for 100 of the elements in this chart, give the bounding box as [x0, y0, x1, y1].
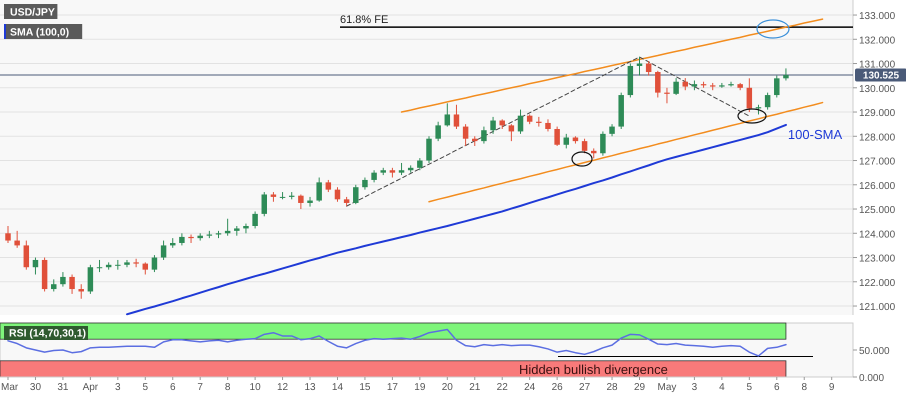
candlestick — [564, 133, 570, 149]
candlestick — [371, 170, 377, 183]
candlestick — [398, 162, 404, 176]
candlestick — [426, 136, 432, 164]
candlestick — [746, 78, 752, 113]
candlestick — [472, 136, 478, 146]
candlestick — [444, 102, 450, 128]
candlestick — [536, 116, 542, 128]
ref-line-label: 130.525 — [862, 70, 900, 82]
candlestick — [316, 177, 322, 202]
candlestick — [179, 232, 185, 246]
candlestick — [508, 124, 514, 142]
x-tick-label: 6 — [170, 382, 176, 393]
x-tick-label: 27 — [579, 382, 591, 393]
annotation: USD/JPY — [10, 6, 55, 18]
x-tick-label: 15 — [359, 382, 371, 393]
y-tick-label: 128.000 — [859, 132, 896, 144]
candlestick — [152, 254, 158, 273]
candlestick — [51, 278, 57, 292]
candlestick — [600, 130, 606, 156]
candlestick — [526, 114, 532, 125]
candlestick — [774, 75, 780, 98]
candlestick — [590, 148, 596, 159]
line-series — [126, 124, 787, 316]
y-tick-label: 131.000 — [859, 60, 896, 71]
candlestick — [664, 87, 670, 104]
candlestick — [518, 109, 524, 134]
candlestick — [115, 259, 121, 270]
ref-line-label: 61.8% FE — [340, 14, 388, 26]
x-tick-label: May — [658, 382, 676, 393]
candlestick — [32, 257, 38, 276]
candlestick — [609, 124, 615, 137]
x-tick-label: 3 — [115, 382, 122, 393]
candlestick — [582, 138, 588, 154]
x-tick-label: 10 — [250, 382, 262, 393]
candlestick — [280, 192, 286, 200]
x-tick-label: 20 — [442, 382, 454, 393]
y-tick-label: 132.000 — [859, 35, 896, 46]
candlestick — [764, 92, 770, 110]
candlestick — [344, 196, 350, 207]
candlestick — [270, 192, 276, 202]
y-tick-label: 129.000 — [859, 108, 896, 120]
x-tick-label: 28 — [606, 382, 618, 393]
candlestick — [756, 104, 762, 115]
candlestick — [142, 262, 148, 276]
x-tick-label: 24 — [524, 382, 536, 393]
candlestick — [435, 121, 441, 142]
y-tick-label: 125.000 — [859, 205, 896, 216]
candlestick — [252, 210, 258, 229]
candlestick — [160, 240, 166, 260]
y-tick-label: 50.000 — [859, 346, 890, 357]
x-tick-label: 30 — [30, 382, 42, 393]
candlestick — [545, 118, 551, 132]
x-tick-label: 22 — [496, 382, 508, 393]
x-tick-label: 26 — [552, 382, 564, 393]
x-tick-label: 8 — [801, 382, 808, 393]
candlestick — [783, 68, 789, 82]
x-tick-label: 12 — [277, 382, 289, 393]
x-tick-label: 5 — [746, 382, 753, 393]
y-tick-label: 0.000 — [859, 373, 884, 384]
candlestick — [78, 284, 84, 300]
x-tick-label: 13 — [304, 382, 316, 393]
candlestick — [234, 226, 240, 236]
candlestick — [14, 230, 20, 248]
candlestick — [298, 194, 304, 210]
band-label: Hidden bullish divergence — [518, 362, 668, 377]
candlestick — [462, 124, 468, 146]
x-tick-label: 6 — [774, 382, 780, 393]
x-tick-label: 21 — [469, 382, 481, 393]
x-tick-label: 31 — [57, 382, 69, 393]
candlestick — [60, 272, 66, 288]
candlestick — [417, 158, 423, 171]
chart-title: RSI (14,70,30,1) — [9, 328, 86, 340]
candlestick — [307, 196, 313, 208]
candlestick — [262, 192, 268, 217]
candlestick — [481, 126, 487, 144]
candlestick — [673, 78, 679, 96]
candlestick — [636, 56, 642, 76]
candlestick — [69, 274, 75, 294]
candlestick — [362, 177, 368, 190]
y-tick-label: 130.000 — [859, 84, 896, 95]
candlestick — [390, 167, 396, 178]
candlestick — [353, 184, 359, 205]
x-tick-label: 3 — [692, 382, 698, 393]
candlestick — [655, 70, 661, 98]
annotation: SMA (100,0) — [10, 26, 70, 38]
x-tick-label: 17 — [386, 382, 398, 393]
candlestick — [24, 240, 30, 270]
candlestick — [692, 80, 698, 91]
x-tick-label: Mar — [1, 382, 19, 393]
y-tick-label: 122.000 — [859, 278, 896, 289]
x-tick-label: 29 — [634, 382, 646, 393]
candlestick — [96, 259, 102, 273]
y-tick-label: 124.000 — [859, 229, 896, 240]
x-tick-label: Apr — [82, 382, 99, 393]
line-series — [7, 328, 787, 357]
candlestick — [334, 186, 340, 202]
candlestick — [499, 118, 505, 130]
x-tick-label: 14 — [332, 382, 344, 393]
candlestick — [243, 223, 249, 234]
